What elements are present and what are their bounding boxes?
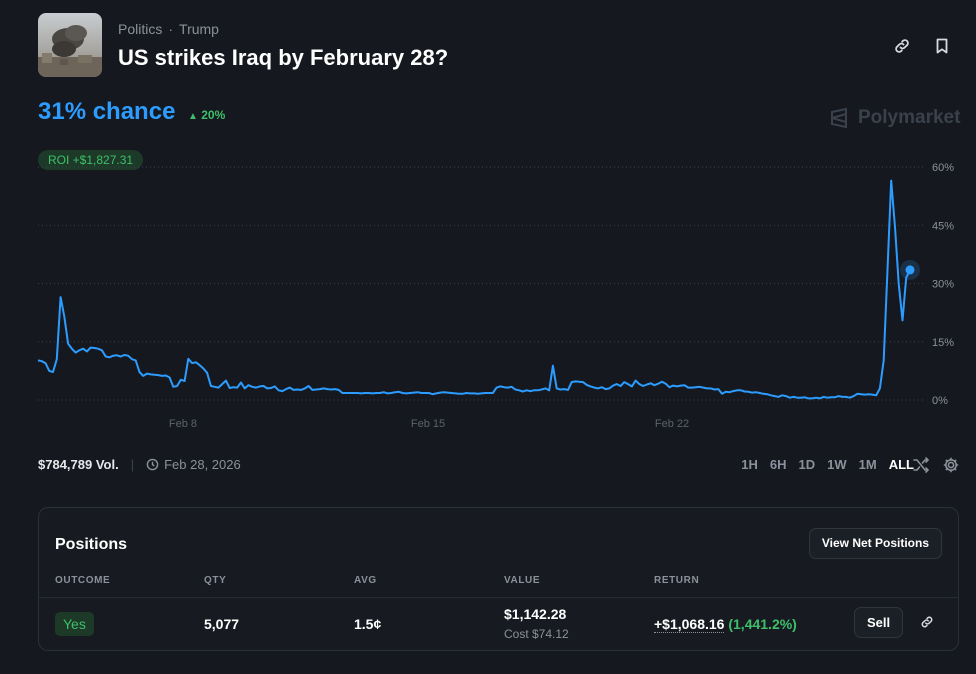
range-1m[interactable]: 1M [858,457,877,472]
roi-badge: ROI +$1,827.31 [38,150,144,170]
current-point [905,265,915,275]
link-icon[interactable] [892,36,912,56]
position-qty: 5,077 [204,616,240,632]
page-title: US strikes Iraq by February 28? [118,45,449,70]
y-tick-label: 60% [932,162,954,174]
bookmark-icon[interactable] [932,36,952,56]
y-axis: 60% 45% 30% 15% 0% [932,162,954,407]
volume: $784,789 Vol. [38,457,119,472]
end-date: Feb 28, 2026 [146,457,241,472]
range-all[interactable]: ALL [888,457,914,472]
column-avg: AVG [354,575,377,586]
range-1w[interactable]: 1W [827,457,847,472]
chart-grid [38,166,924,401]
range-1h[interactable]: 1H [741,457,758,472]
y-tick-label: 30% [932,279,954,291]
market-meta: $784,789 Vol. | Feb 28, 2026 [38,457,241,472]
return-amount: +$1,068.16 [654,616,725,633]
column-value: VALUE [504,575,541,586]
outcome-badge: Yes [55,612,94,636]
polymarket-icon [831,107,847,129]
column-outcome: OUTCOME [55,575,111,586]
position-value: $1,142.28 [504,606,567,622]
gear-icon[interactable] [942,456,960,474]
positions-panel: Positions View Net Positions OUTCOME QTY… [38,507,959,651]
x-tick-label: Feb 15 [411,418,445,430]
share-link-icon[interactable] [919,614,935,630]
chance-change: ▲ 20% [188,108,226,122]
range-6h[interactable]: 6H [769,457,787,472]
range-1d[interactable]: 1D [798,457,816,472]
y-tick-label: 0% [932,395,948,407]
triangle-up-icon: ▲ [188,111,198,122]
breadcrumb-tag[interactable]: Trump [179,21,219,37]
price-chart[interactable]: 60% 45% 30% 15% 0% Feb 8 Feb 15 Feb 22 [0,0,976,440]
chance-value: 31% chance [38,98,176,125]
table-divider [39,597,958,598]
x-tick-label: Feb 22 [655,418,689,430]
return-percent: (1,441.2%) [728,616,797,632]
time-range-tabs: 1H 6H 1D 1W 1M ALL [741,457,914,472]
market-thumbnail [38,13,102,77]
position-avg: 1.5¢ [354,616,382,632]
breadcrumb-category[interactable]: Politics [118,21,163,37]
sell-button[interactable]: Sell [854,607,904,638]
y-tick-label: 45% [932,220,954,232]
positions-title: Positions [55,536,128,553]
position-cost: Cost $74.12 [504,627,569,641]
y-tick-label: 15% [932,337,954,349]
column-return: RETURN [654,575,700,586]
column-qty: QTY [204,575,227,586]
view-net-positions-button[interactable]: View Net Positions [808,528,942,559]
x-axis: Feb 8 Feb 15 Feb 22 [169,418,689,430]
x-tick-label: Feb 8 [169,418,197,430]
probability-line [37,179,911,400]
clock-icon [146,458,159,471]
brand-logo: Polymarket [828,107,960,129]
breadcrumb: Politics · Trump [118,21,219,37]
shuffle-icon[interactable] [912,456,930,474]
position-return: +$1,068.16 (1,441.2%) [654,616,797,633]
